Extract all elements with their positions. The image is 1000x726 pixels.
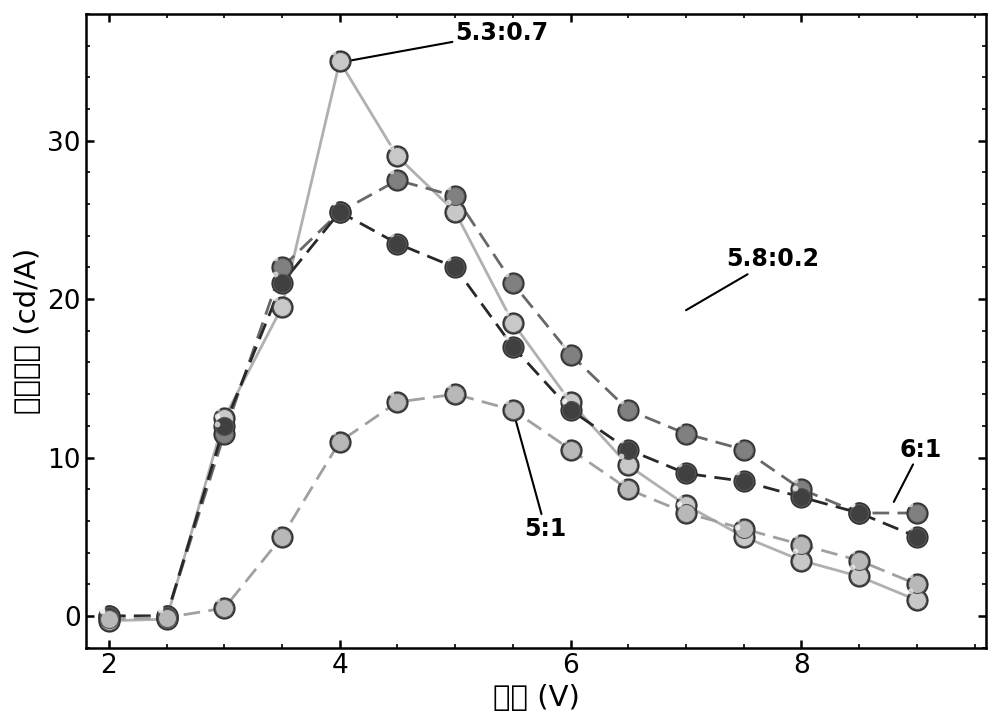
Text: 5.3:0.7: 5.3:0.7 [346,21,548,62]
Y-axis label: 电流密度 (cd/A): 电流密度 (cd/A) [14,248,42,414]
X-axis label: 电压 (V): 电压 (V) [493,684,579,712]
Text: 6:1: 6:1 [894,438,942,502]
Text: 5:1: 5:1 [513,410,567,541]
Text: 5.8:0.2: 5.8:0.2 [686,248,819,310]
